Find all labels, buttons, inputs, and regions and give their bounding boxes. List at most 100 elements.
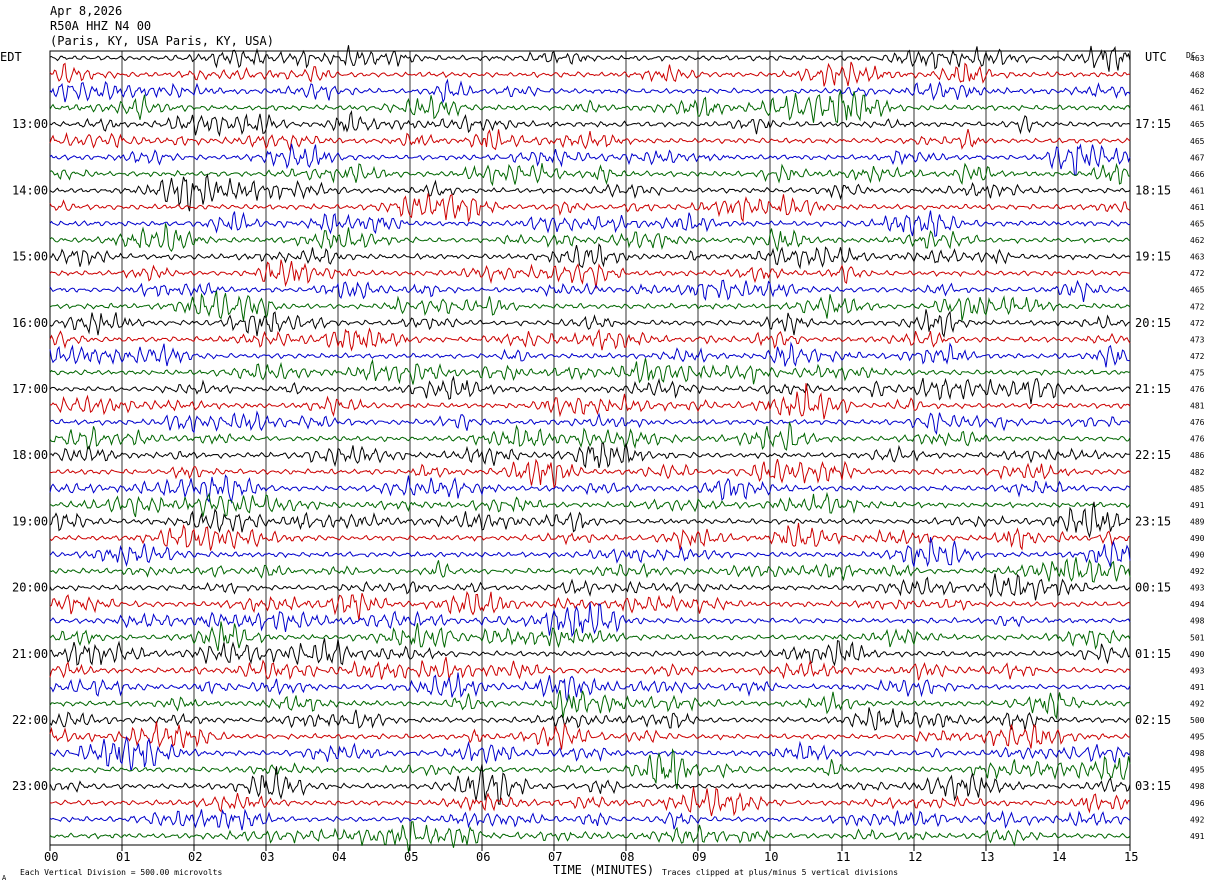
edt-hour-label: 13:00	[12, 117, 48, 131]
dc-label: DC	[1186, 51, 1196, 60]
trace-line	[49, 501, 1131, 539]
dc-offset-label: 485	[1190, 484, 1205, 493]
utc-hour-label: 23:15	[1135, 514, 1171, 528]
dc-offset-label: 462	[1190, 87, 1205, 96]
trace-line	[49, 210, 1131, 238]
dc-offset-label: 472	[1190, 319, 1205, 328]
header-station: R50A HHZ N4 00	[50, 19, 152, 33]
corner-mark: A	[2, 874, 7, 882]
x-tick-label: 01	[116, 850, 130, 864]
trace-line	[49, 458, 1131, 490]
trace-line	[49, 290, 1131, 322]
dc-offset-label: 472	[1190, 352, 1205, 361]
trace-line	[49, 375, 1131, 404]
utc-hour-label: 03:15	[1135, 779, 1171, 793]
trace-line	[49, 279, 1131, 302]
utc-hour-label: 21:15	[1135, 382, 1171, 396]
dc-offset-label: 465	[1190, 286, 1205, 295]
dc-offset-label: 498	[1190, 749, 1205, 758]
dc-offset-label: 476	[1190, 435, 1205, 444]
dc-offset-label: 495	[1190, 733, 1205, 742]
x-tick-label: 09	[692, 850, 706, 864]
left-timezone-label: EDT	[0, 50, 22, 64]
trace-line	[49, 223, 1131, 253]
trace-line	[49, 193, 1131, 223]
x-tick-label: 05	[404, 850, 418, 864]
dc-offset-label: 467	[1190, 153, 1205, 162]
plot-border	[49, 50, 1131, 846]
trace-line	[49, 90, 1131, 123]
trace-line	[49, 128, 1131, 152]
trace-line	[49, 61, 1131, 87]
dc-offset-label: 493	[1190, 666, 1205, 675]
utc-hour-label: 18:15	[1135, 183, 1171, 197]
trace-line	[49, 173, 1131, 212]
x-tick-label: 08	[620, 850, 634, 864]
utc-hour-label: 17:15	[1135, 117, 1171, 131]
x-tick-label: 04	[332, 850, 346, 864]
utc-hour-label: 19:15	[1135, 250, 1171, 264]
edt-hour-label: 21:00	[12, 647, 48, 661]
trace-line	[49, 808, 1131, 831]
trace-line	[50, 383, 1131, 420]
utc-hour-label: 02:15	[1135, 713, 1171, 727]
edt-hour-label: 17:00	[12, 382, 48, 396]
dc-offset-label: 463	[1190, 253, 1205, 262]
dc-offset-label: 492	[1190, 815, 1205, 824]
trace-line	[49, 341, 1130, 368]
trace-line	[49, 45, 1131, 72]
trace-line	[49, 621, 1131, 652]
dc-offset-label: 486	[1190, 451, 1205, 460]
dc-offset-label: 493	[1190, 584, 1205, 593]
trace-line	[49, 672, 1131, 702]
dc-offset-label: 498	[1190, 782, 1205, 791]
trace-line	[49, 143, 1131, 176]
trace-line	[49, 656, 1131, 681]
x-tick-label: 10	[764, 850, 778, 864]
trace-line	[49, 259, 1131, 289]
trace-line	[49, 491, 1131, 518]
dc-offset-label: 496	[1190, 799, 1205, 808]
clip-note: Traces clipped at plus/minus 5 vertical …	[662, 868, 898, 877]
trace-line	[49, 821, 1131, 853]
trace-line	[49, 78, 1131, 104]
trace-line	[49, 421, 1131, 451]
dc-offset-label: 491	[1190, 683, 1205, 692]
dc-offset-label: 482	[1190, 468, 1205, 477]
x-tick-label: 11	[836, 850, 850, 864]
x-tick-label: 12	[908, 850, 922, 864]
trace-line	[49, 721, 1130, 750]
dc-offset-label: 501	[1190, 633, 1205, 642]
utc-hour-label: 01:15	[1135, 647, 1171, 661]
utc-hour-label: 20:15	[1135, 316, 1171, 330]
dc-offset-label: 461	[1190, 104, 1205, 113]
x-tick-label: 07	[548, 850, 562, 864]
utc-hour-label: 00:15	[1135, 581, 1171, 595]
dc-offset-label: 472	[1190, 302, 1205, 311]
x-tick-label: 15	[1124, 850, 1138, 864]
trace-line	[49, 309, 1131, 338]
dc-offset-label: 489	[1190, 517, 1205, 526]
edt-hour-label: 18:00	[12, 448, 48, 462]
dc-offset-label: 465	[1190, 220, 1205, 229]
seismic-traces	[49, 45, 1131, 853]
trace-line	[49, 243, 1131, 270]
dc-offset-label: 472	[1190, 269, 1205, 278]
trace-line	[49, 557, 1131, 583]
edt-hour-label: 16:00	[12, 316, 48, 330]
x-tick-label: 13	[980, 850, 994, 864]
edt-hour-label: 15:00	[12, 250, 48, 264]
dc-offset-label: 500	[1190, 716, 1205, 725]
header-date: Apr 8,2026	[50, 4, 123, 18]
edt-hour-label: 20:00	[12, 581, 48, 595]
trace-line	[49, 573, 1131, 601]
dc-offset-label: 481	[1190, 402, 1205, 411]
x-tick-label: 06	[476, 850, 490, 864]
x-tick-label: 00	[44, 850, 58, 864]
trace-line	[49, 410, 1131, 435]
dc-offset-label: 491	[1190, 501, 1205, 510]
trace-line	[49, 536, 1131, 568]
dc-offset-label: 465	[1190, 137, 1205, 146]
dc-offset-label: 461	[1190, 203, 1205, 212]
